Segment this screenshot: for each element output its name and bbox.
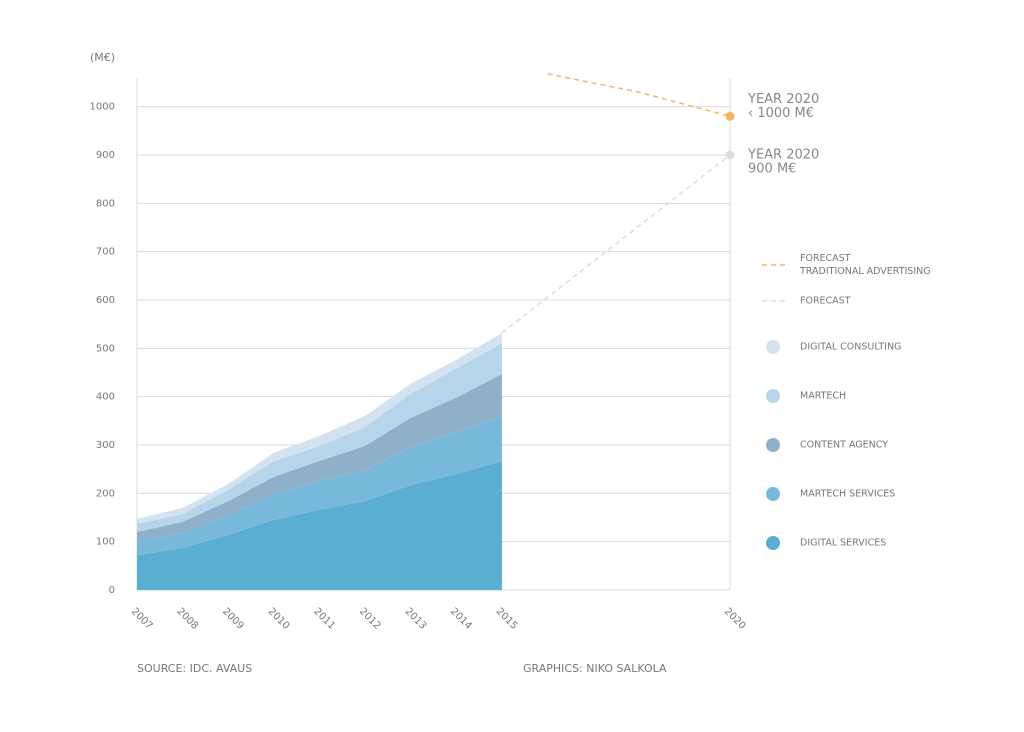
forecast-point: [725, 150, 735, 160]
legend-label: FORECAST: [800, 296, 851, 307]
legend-marker: [766, 389, 780, 403]
legend-label: CONTENT AGENCY: [800, 440, 888, 451]
legend-marker: [766, 536, 780, 550]
area: [137, 373, 502, 542]
legend-line: TRADITIONAL ADVERTISING: [799, 266, 931, 277]
x-tick-label: 2020: [722, 606, 748, 632]
x-tick-label: 2011: [311, 606, 337, 632]
credit: GRAPHICS: NIKO SALKOLA: [523, 662, 667, 675]
legend-label: MARTECH SERVICES: [800, 489, 895, 500]
annotation: YEAR 2020: [747, 148, 819, 163]
legend-label: MARTECH: [800, 391, 846, 402]
legend-label: DIGITAL SERVICES: [800, 538, 886, 549]
y-tick-label: 0: [109, 585, 115, 596]
legend-marker: [766, 438, 780, 452]
y-tick-label: 500: [96, 343, 115, 354]
annotation: 900 M€: [748, 162, 796, 177]
y-tick-label: 600: [96, 295, 115, 306]
annotation: ‹ 1000 M€: [748, 106, 814, 121]
x-tick-label: 2010: [266, 606, 292, 632]
y-tick-label: 800: [96, 198, 115, 209]
y-tick-label: 200: [96, 488, 115, 499]
x-tick-label: 2009: [220, 606, 246, 632]
legend-label: DIGITAL CONSULTING: [800, 342, 901, 353]
legend-label: FORECAST TRADITIONAL ADVERTISING: [799, 253, 931, 277]
x-tick-label: 2012: [357, 606, 383, 632]
x-tick-label: 2014: [448, 606, 474, 632]
x-tick-label: 2015: [494, 606, 520, 632]
legend-line: FORECAST: [800, 253, 851, 264]
forecast-line: [547, 73, 731, 118]
y-axis-label: (M€): [90, 51, 115, 64]
source: SOURCE: IDC. AVAUS: [137, 662, 252, 675]
y-tick-label: 1000: [90, 102, 115, 113]
y-tick-label: 900: [96, 150, 115, 161]
y-tick-label: 400: [96, 392, 115, 403]
y-tick-label: 700: [96, 247, 115, 258]
legend-marker: [766, 487, 780, 501]
annotation: YEAR 2020: [747, 92, 819, 107]
forecast-line: [501, 154, 731, 334]
legend-marker: [766, 340, 780, 354]
y-tick-label: 100: [96, 537, 115, 548]
x-tick-label: 2007: [129, 606, 155, 632]
x-tick-label: 2008: [174, 606, 200, 632]
x-tick-label: 2013: [402, 606, 428, 632]
area: [137, 416, 502, 556]
area: [137, 460, 502, 590]
forecast-point: [725, 111, 735, 121]
y-tick-label: 300: [96, 440, 115, 451]
